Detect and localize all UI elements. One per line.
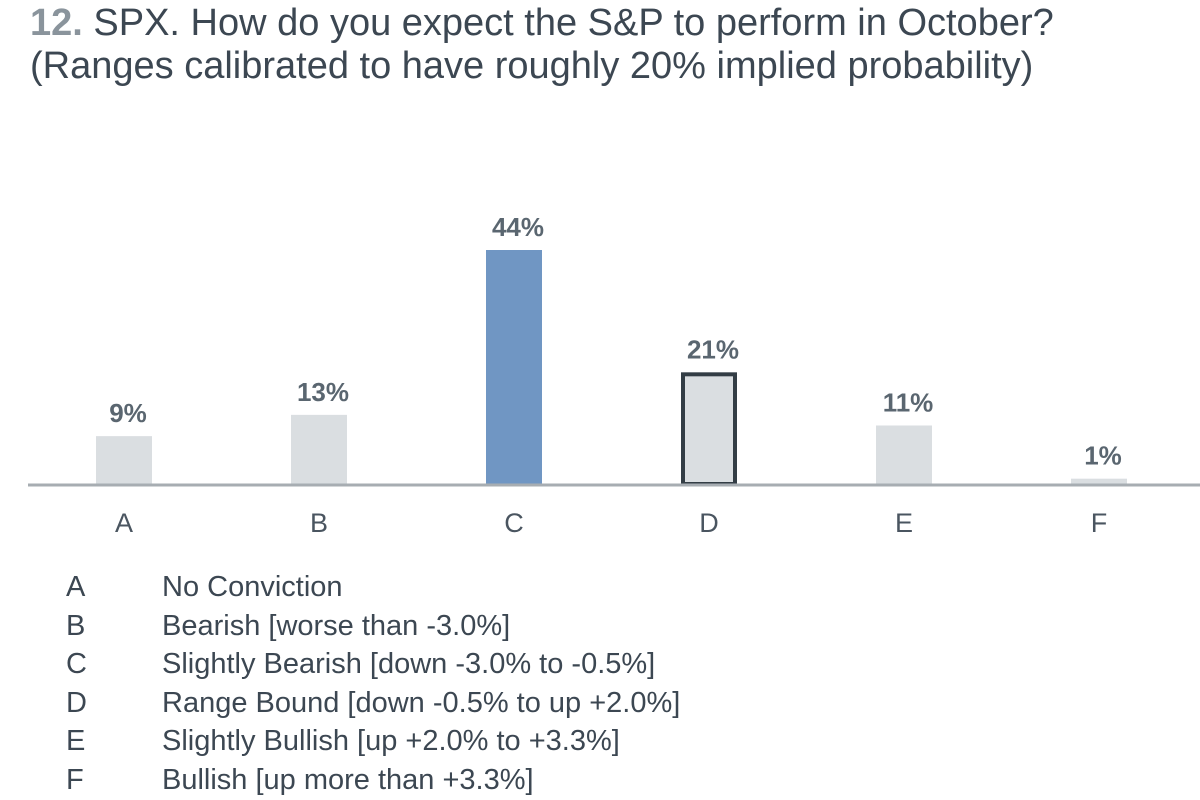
legend-label: Bearish [worse than -3.0%] <box>162 609 511 642</box>
bar-E <box>876 425 932 484</box>
bar-F <box>1071 478 1127 484</box>
data-label-F: 1% <box>1084 441 1122 471</box>
data-label-A: 9% <box>109 398 147 428</box>
question-text: SPX. How do you expect the S&P to perfor… <box>30 2 1054 87</box>
legend-item: F Bullish [up more than +3.3%] <box>66 761 680 800</box>
bar-A <box>96 436 152 484</box>
bar-chart: 9% A 13% B 44% C 21% D 11% E 1% F <box>28 212 1200 538</box>
legend-item: B Bearish [worse than -3.0%] <box>66 607 680 646</box>
bar-B <box>291 414 347 484</box>
question-number: 12. <box>30 2 83 44</box>
legend-item: D Range Bound [down -0.5% to up +2.0%] <box>66 684 680 723</box>
legend-key: C <box>66 648 87 680</box>
data-label-C: 44% <box>492 212 544 242</box>
x-tick-D: D <box>699 508 719 538</box>
legend-key: A <box>66 571 86 603</box>
chart-title: 12. SPX. How do you expect the S&P to pe… <box>30 2 1200 88</box>
bar-D <box>681 372 737 486</box>
legend-key: D <box>66 686 87 719</box>
x-tick-C: C <box>504 508 524 538</box>
legend-label: Slightly Bullish [up +2.0% to +3.3%] <box>162 725 620 757</box>
legend-item: A No Conviction <box>66 568 680 607</box>
legend-key: B <box>66 609 86 642</box>
x-tick-E: E <box>895 508 913 538</box>
legend-item: E Slightly Bullish [up +2.0% to +3.3%] <box>66 722 680 761</box>
legend: A No Conviction B Bearish [worse than -3.0%… <box>66 568 680 799</box>
x-tick-B: B <box>310 508 328 538</box>
x-tick-A: A <box>115 508 133 538</box>
legend-key: E <box>66 725 86 757</box>
legend-item: C Slightly Bearish [down -3.0% to -0.5%] <box>66 645 680 684</box>
bar-C <box>486 250 542 484</box>
data-label-B: 13% <box>297 377 349 407</box>
legend-label: No Conviction <box>162 571 343 603</box>
data-label-E: 11% <box>883 388 934 418</box>
legend-label: Slightly Bearish [down -3.0% to -0.5%] <box>162 648 656 680</box>
data-label-D: 21% <box>687 334 739 364</box>
legend-label: Bullish [up more than +3.3%] <box>162 763 534 796</box>
legend-key: F <box>66 763 84 796</box>
x-tick-F: F <box>1091 508 1108 538</box>
legend-label: Range Bound [down -0.5% to up +2.0%] <box>162 686 681 719</box>
